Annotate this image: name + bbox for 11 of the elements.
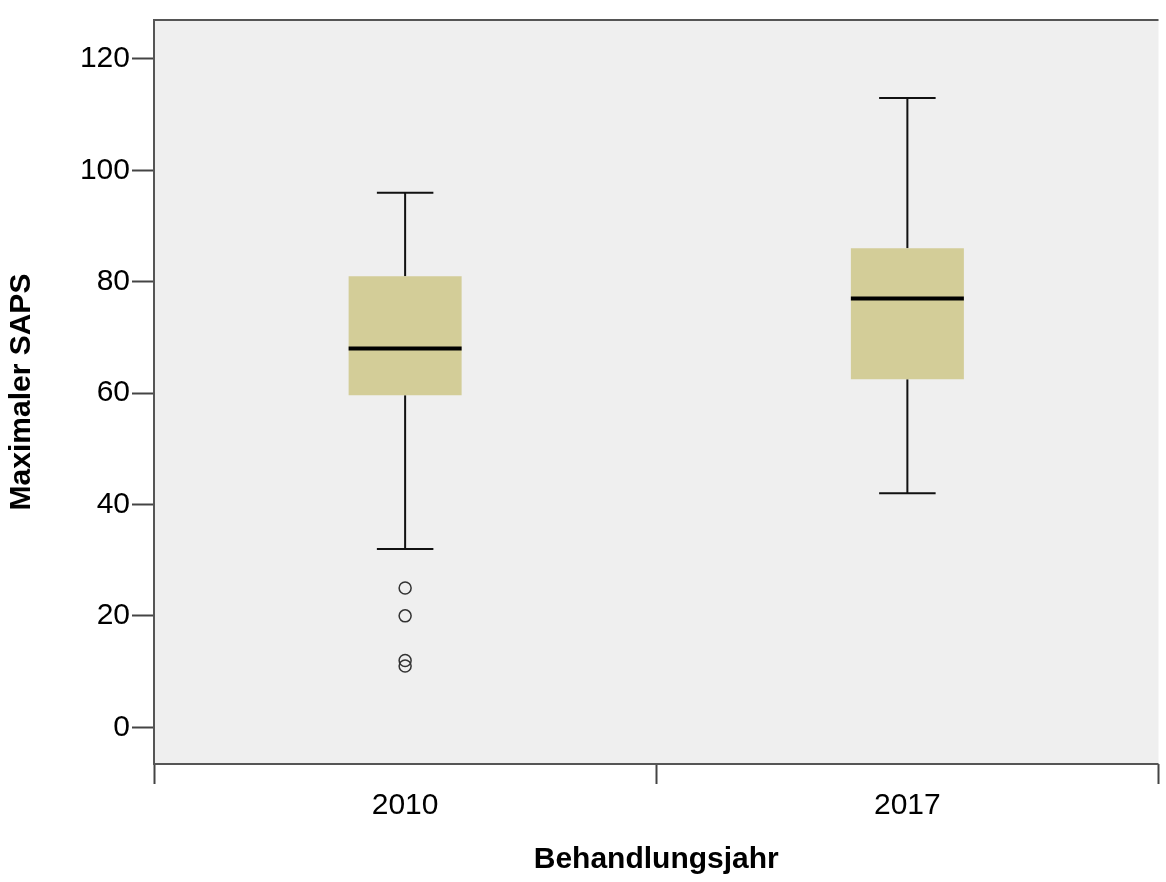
y-tick-label: 100 bbox=[79, 151, 130, 185]
y-tick-label: 80 bbox=[96, 263, 130, 296]
y-tick-label: 40 bbox=[96, 485, 130, 519]
y-tick-label: 20 bbox=[96, 597, 130, 631]
y-tick-label: 60 bbox=[96, 374, 130, 408]
y-tick-label: 0 bbox=[113, 708, 130, 742]
x-tick-label: 2017 bbox=[874, 787, 941, 821]
x-axis-title: Behandlungsjahr bbox=[533, 841, 780, 875]
y-axis-title: Maximaler SAPS bbox=[3, 273, 37, 511]
y-tick-label: 120 bbox=[79, 40, 130, 74]
x-tick-label: 2010 bbox=[371, 787, 439, 821]
